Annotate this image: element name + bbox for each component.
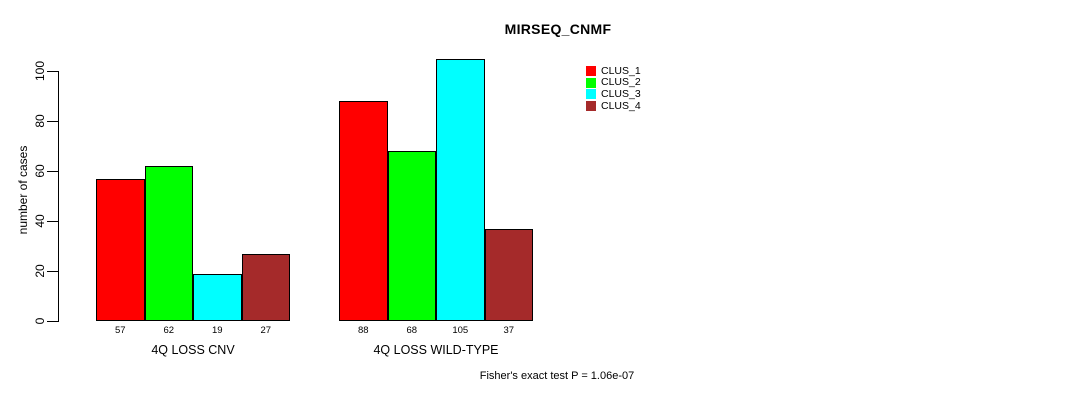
legend-swatch-icon: [586, 89, 596, 100]
bar-value-label: 62: [163, 325, 175, 336]
y-tick-label: 60: [33, 164, 47, 178]
y-tick: [47, 271, 58, 272]
bar-clus_3-group1: [193, 273, 242, 321]
legend-label: CLUS_4: [601, 99, 641, 112]
legend-label: CLUS_1: [601, 64, 641, 77]
y-tick: [47, 171, 58, 172]
y-axis-line: [58, 71, 59, 322]
legend-entry: CLUS_3: [586, 88, 641, 100]
bar-value-label: 19: [211, 325, 223, 336]
y-tick: [47, 221, 58, 222]
bar-value-label: 68: [406, 325, 418, 336]
bar-clus_3-group2: [436, 58, 485, 321]
legend-swatch-icon: [586, 77, 596, 88]
legend-entry: CLUS_1: [586, 65, 641, 77]
group-label: 4Q LOSS WILD-TYPE: [373, 343, 499, 357]
bar-clus_4-group1: [241, 253, 290, 321]
y-tick-label: 40: [33, 214, 47, 228]
legend: CLUS_1 CLUS_2 CLUS_3 CLUS_4: [586, 65, 641, 112]
group-label: 4Q LOSS CNV: [151, 343, 235, 357]
bar-clus_4-group2: [484, 228, 533, 321]
bar-clus_2-group1: [144, 166, 193, 321]
legend-swatch-icon: [586, 65, 596, 76]
annotation-text: Fisher's exact test P = 1.06e-07: [479, 370, 635, 382]
chart-title: MIRSEQ_CNMF: [504, 21, 612, 37]
y-tick: [47, 71, 58, 72]
y-tick-label: 0: [33, 317, 47, 325]
legend-label: CLUS_3: [601, 87, 641, 100]
bar-value-label: 57: [114, 325, 126, 336]
y-tick: [47, 321, 58, 322]
bar-clus_2-group2: [387, 151, 436, 321]
y-tick-label: 100: [33, 60, 47, 82]
bar-value-label: 88: [357, 325, 369, 336]
legend-label: CLUS_2: [601, 76, 641, 89]
y-tick: [47, 121, 58, 122]
bar-value-label: 27: [260, 325, 272, 336]
bar-value-label: 37: [503, 325, 515, 336]
y-tick-label: 80: [33, 114, 47, 128]
legend-entry: CLUS_2: [586, 77, 641, 89]
legend-entry: CLUS_4: [586, 100, 641, 112]
bar-clus_1-group1: [96, 178, 145, 321]
y-tick-label: 20: [33, 264, 47, 278]
y-axis-label: number of cases: [16, 145, 30, 235]
legend-swatch-icon: [586, 100, 596, 111]
bar-clus_1-group2: [339, 101, 388, 321]
bar-value-label: 105: [452, 325, 469, 336]
